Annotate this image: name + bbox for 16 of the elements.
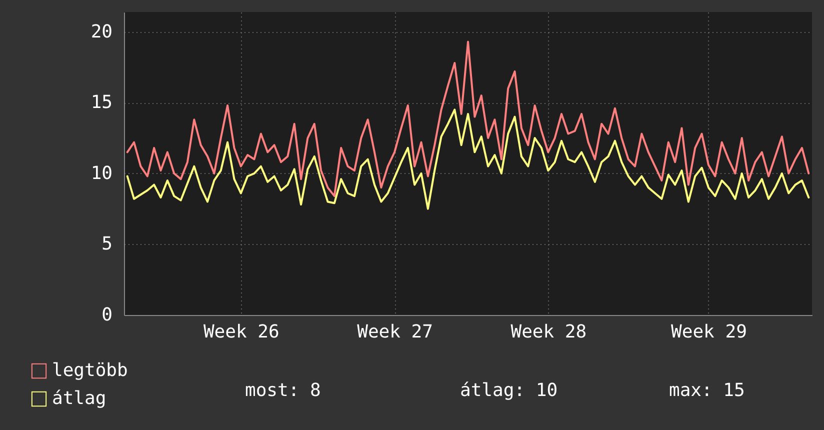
text: átlag: 10 xyxy=(460,380,558,401)
x-tick-label: Week 27 xyxy=(357,322,433,342)
text: max: 15 xyxy=(669,380,745,401)
line-series xyxy=(126,40,810,198)
y-tick-label: 15 xyxy=(90,92,112,114)
y-tick-label: 5 xyxy=(102,234,112,255)
legend-label: legtöbb xyxy=(52,360,128,381)
y-tick-label: 10 xyxy=(90,162,112,184)
x-tick-label: Week 29 xyxy=(671,322,747,342)
y-tick-label: 0 xyxy=(102,304,112,326)
y-tick-label: 20 xyxy=(90,21,112,42)
legend-label: átlag xyxy=(52,388,106,409)
x-tick-label: Week 28 xyxy=(510,322,587,342)
x-tick-label: Week 26 xyxy=(203,322,280,342)
line-series xyxy=(126,108,810,210)
text: most: 8 xyxy=(245,380,321,401)
